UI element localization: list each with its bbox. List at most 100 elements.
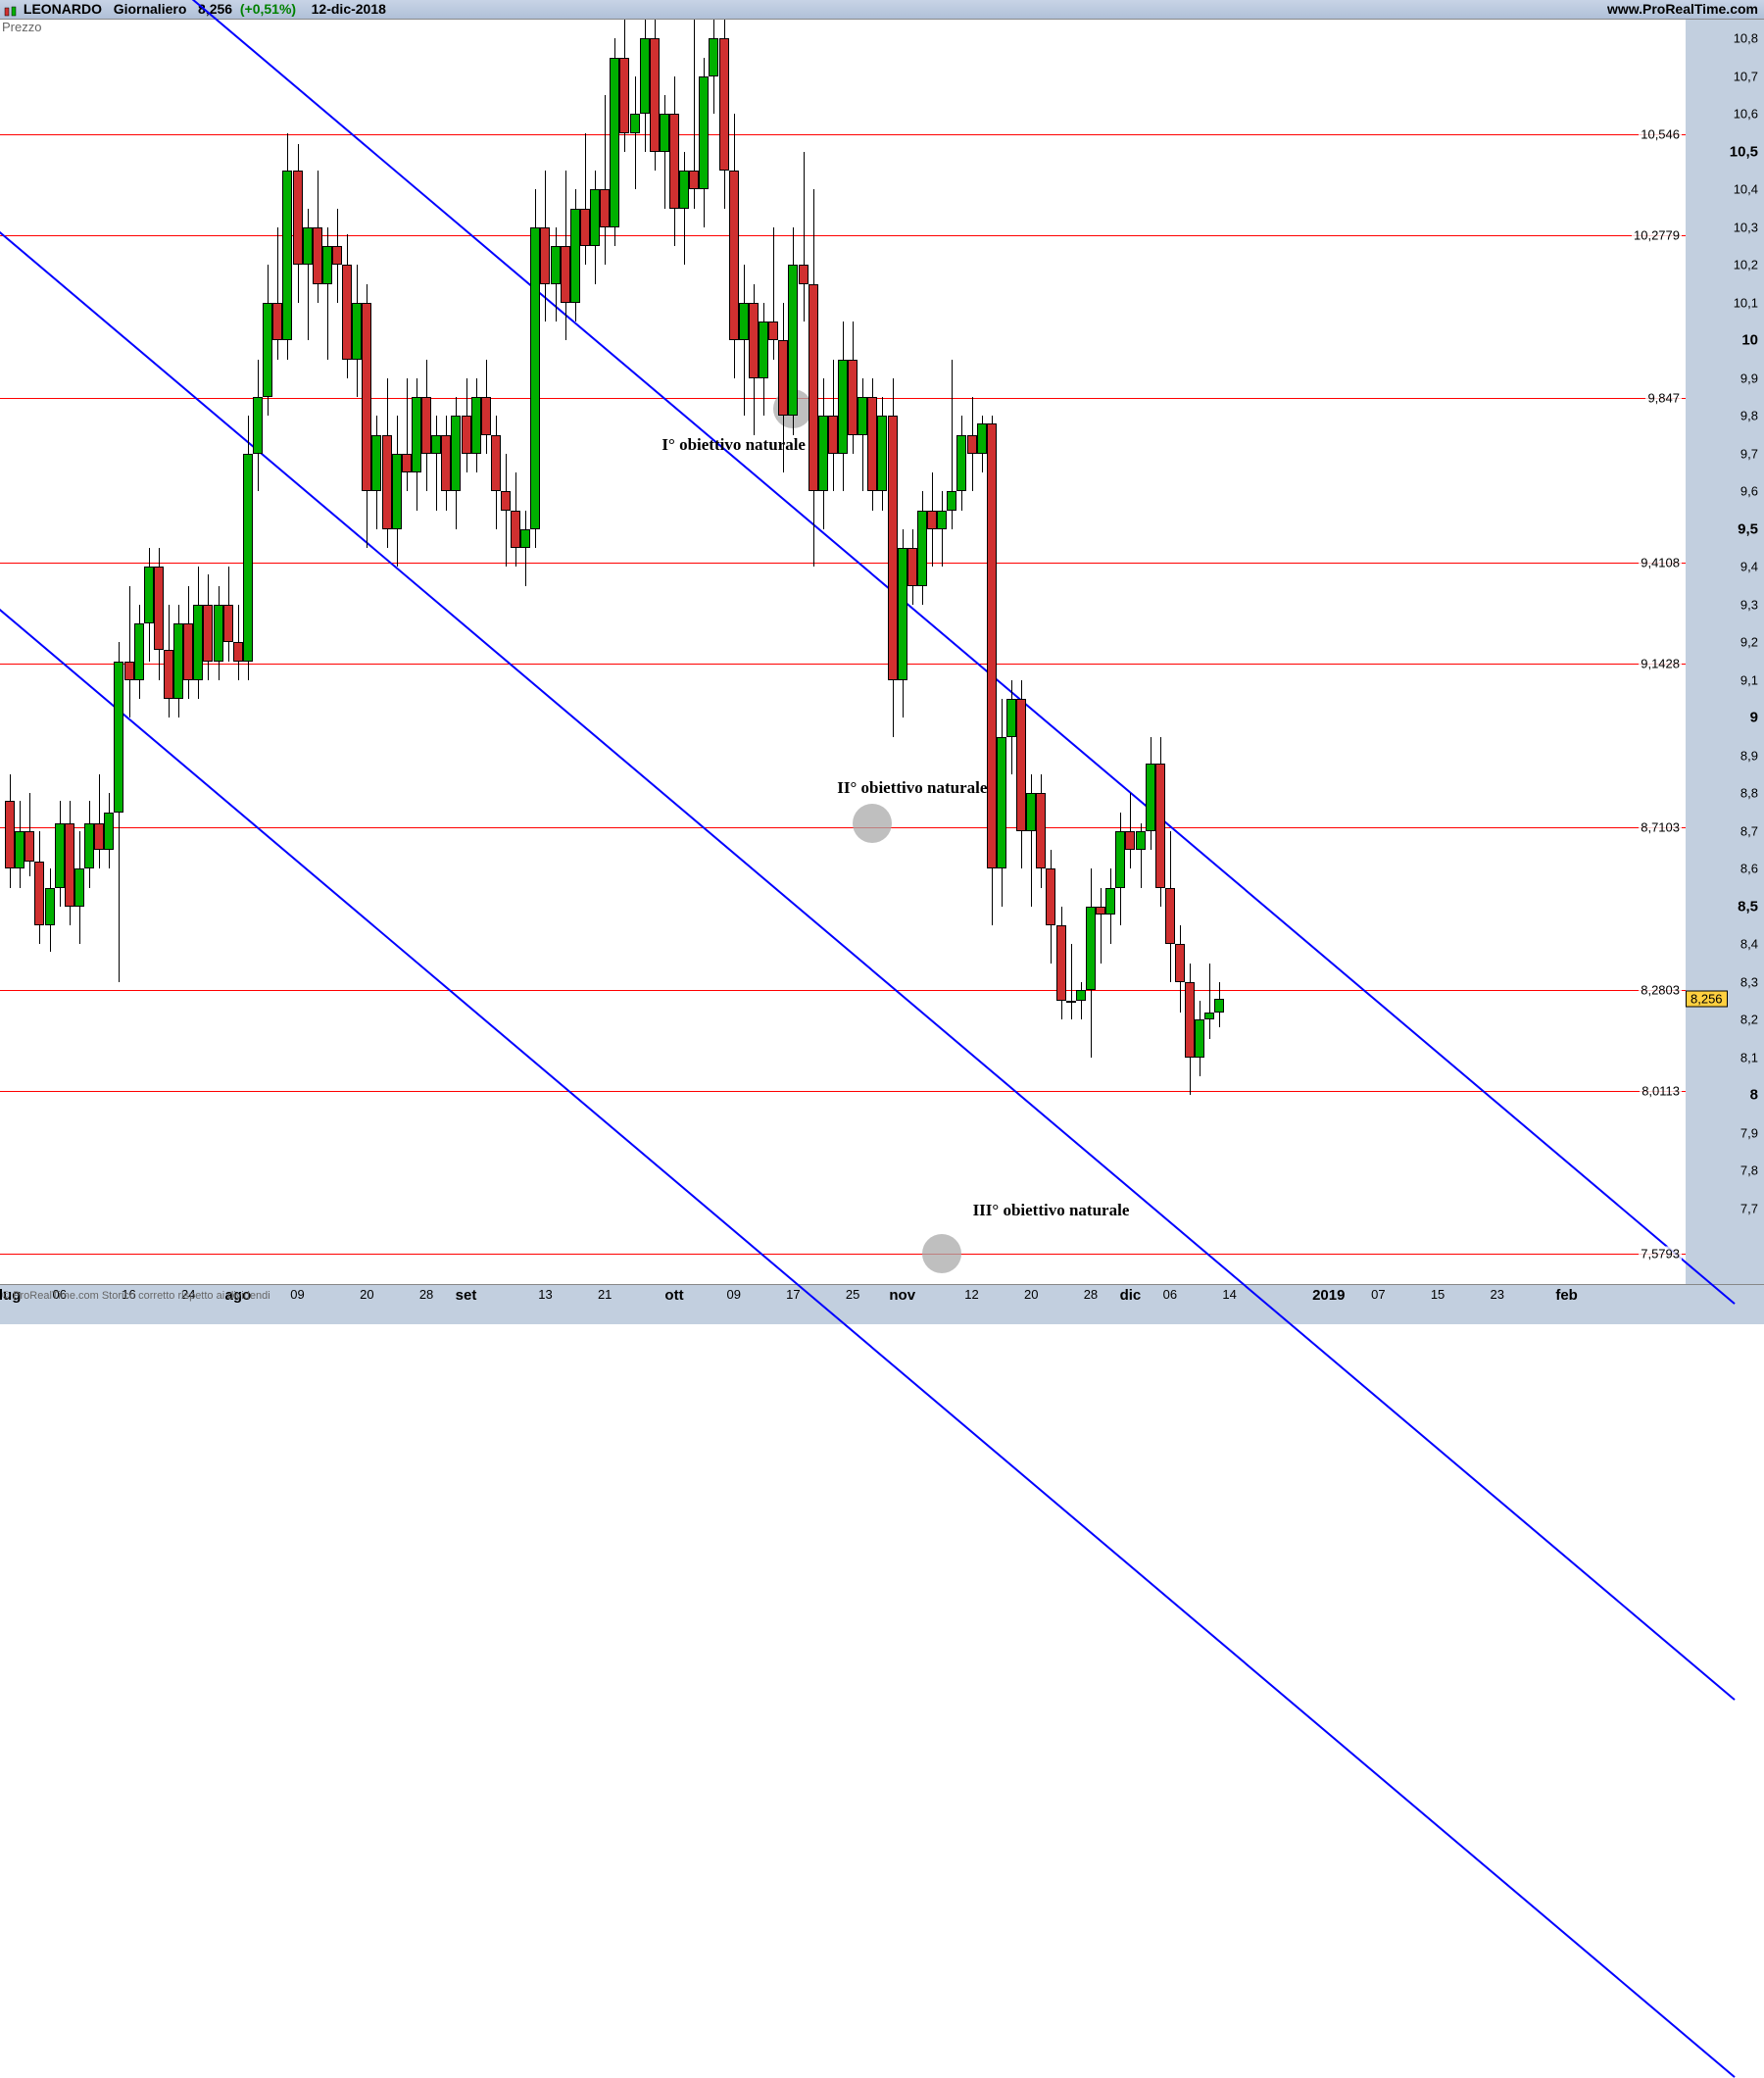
candle-body <box>937 511 947 529</box>
x-tick: 21 <box>598 1287 612 1302</box>
candle-body <box>759 322 768 378</box>
candle-body <box>1086 907 1096 990</box>
y-tick: 10,4 <box>1734 182 1758 197</box>
y-tick: 9,8 <box>1740 409 1758 423</box>
annotation-text: II° obiettivo naturale <box>837 778 987 798</box>
candle-body <box>332 246 342 265</box>
candle-wick <box>684 152 685 266</box>
y-tick: 10,7 <box>1734 69 1758 83</box>
candle-body <box>173 623 183 699</box>
footer-copyright: © ProRealTime.com Storico corretto rispe… <box>2 1290 270 1302</box>
x-tick: nov <box>889 1287 915 1304</box>
candle-body <box>927 511 937 529</box>
x-tick: 09 <box>290 1287 304 1302</box>
candle-body <box>1175 944 1185 982</box>
chart-plot-area[interactable]: 10,54610,27799,8479,41089,14288,71038,28… <box>0 20 1687 1284</box>
candle-body <box>451 416 461 491</box>
candle-body <box>699 76 709 190</box>
price-change: (+0,51%) <box>236 1 296 17</box>
candle-body <box>412 397 421 472</box>
site-link[interactable]: www.ProRealTime.com <box>1607 0 1758 19</box>
candle-body <box>867 397 877 491</box>
candle-body <box>1076 990 1086 1002</box>
annotation-text: I° obiettivo naturale <box>662 435 806 455</box>
candle-body <box>282 171 292 340</box>
candle-body <box>907 548 917 586</box>
target-marker <box>922 1234 961 1273</box>
candle-body <box>660 114 669 152</box>
candle-body <box>749 303 759 378</box>
header-date: 12-dic-2018 <box>312 1 386 17</box>
candle-body <box>154 567 164 650</box>
x-tick: 28 <box>1084 1287 1098 1302</box>
y-tick: 8,7 <box>1740 823 1758 838</box>
candle-body <box>431 435 441 454</box>
candle-wick <box>744 265 745 416</box>
candle-body <box>114 662 123 813</box>
y-tick: 9,6 <box>1740 484 1758 499</box>
symbol-name: LEONARDO <box>24 1 102 17</box>
candle-body <box>421 397 431 454</box>
candle-body <box>570 209 580 303</box>
candle-body <box>719 38 729 171</box>
candle-icon <box>4 4 18 16</box>
y-tick: 10,2 <box>1734 258 1758 272</box>
candle-body <box>561 246 570 303</box>
candle-body <box>1185 982 1195 1058</box>
y-tick: 8,2 <box>1740 1013 1758 1027</box>
x-tick: dic <box>1120 1287 1142 1304</box>
y-tick: 10,6 <box>1734 107 1758 122</box>
candle-body <box>1105 888 1115 915</box>
candle-body <box>203 605 213 662</box>
resistance-line <box>0 990 1686 991</box>
x-tick: 20 <box>360 1287 373 1302</box>
candle-wick <box>1101 888 1102 964</box>
trend-line <box>0 0 1736 1305</box>
candle-body <box>1146 764 1155 831</box>
candle-body <box>917 511 927 586</box>
y-tick: 8,9 <box>1740 748 1758 763</box>
candle-body <box>650 38 660 152</box>
candle-body <box>104 813 114 851</box>
x-tick: 14 <box>1222 1287 1236 1302</box>
y-tick: 8,6 <box>1740 862 1758 876</box>
y-tick: 10,8 <box>1734 31 1758 46</box>
candle-body <box>1036 793 1046 868</box>
candle-body <box>520 529 530 548</box>
y-tick: 9,2 <box>1740 635 1758 650</box>
x-tick: 28 <box>419 1287 433 1302</box>
candle-body <box>1115 831 1125 888</box>
candle-wick <box>506 454 507 568</box>
y-tick: 7,7 <box>1740 1201 1758 1215</box>
y-tick: 8,4 <box>1740 937 1758 952</box>
candle-wick <box>1209 964 1210 1039</box>
line-price-label: 7,5793 <box>1639 1247 1682 1262</box>
candle-body <box>342 265 352 359</box>
candle-body <box>5 801 15 868</box>
candle-body <box>967 435 977 454</box>
x-tick: 09 <box>726 1287 740 1302</box>
resistance-line <box>0 1254 1686 1255</box>
candle-body <box>848 360 858 435</box>
candle-body <box>1136 831 1146 850</box>
candle-body <box>590 189 600 246</box>
candle-body <box>1006 699 1016 737</box>
x-tick: 23 <box>1491 1287 1504 1302</box>
candle-body <box>1016 699 1026 831</box>
y-tick: 10 <box>1741 332 1758 349</box>
candle-body <box>838 360 848 454</box>
candle-body <box>272 303 282 341</box>
candle-body <box>818 416 828 491</box>
resistance-line <box>0 134 1686 135</box>
candle-body <box>382 435 392 529</box>
candle-body <box>15 831 24 869</box>
candle-body <box>828 416 838 454</box>
resistance-line <box>0 664 1686 665</box>
current-price-tag: 8,256 <box>1686 990 1728 1007</box>
y-tick: 9 <box>1750 710 1758 726</box>
candle-body <box>689 171 699 189</box>
line-price-label: 10,546 <box>1639 127 1682 142</box>
x-tick: 07 <box>1371 1287 1385 1302</box>
candle-body <box>352 303 362 360</box>
candle-body <box>551 246 561 284</box>
